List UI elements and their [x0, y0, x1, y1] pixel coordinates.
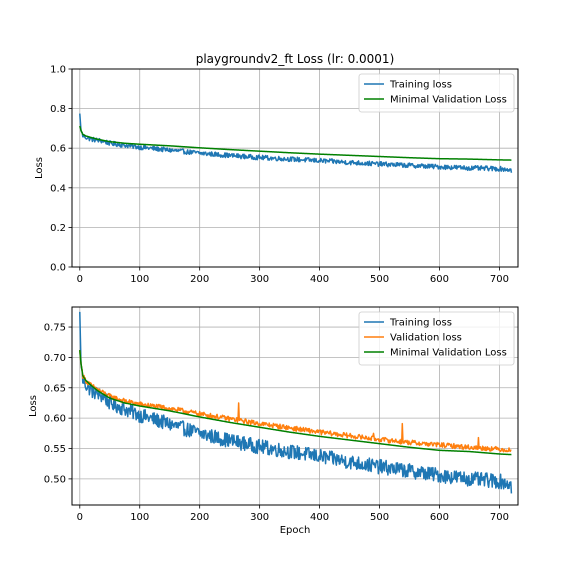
chart-top-series	[79, 113, 513, 173]
chart-bottom-ticks: 0 100 200 300 400 500 600 700 0.50 0.55 0.60 0.65 0.…	[44, 323, 509, 523]
x-tick-label: 500	[370, 512, 389, 523]
legend-box	[358, 311, 515, 366]
x-tick-label: 0	[77, 512, 83, 523]
y-tick-label: 0.50	[44, 474, 66, 485]
legend-label: Training loss	[389, 318, 452, 329]
x-tick-label: 700	[490, 512, 509, 523]
chart-bottom: 0 100 200 300 400 500 600 700 0.50 0.55 0.60 0.65 0.…	[28, 306, 519, 536]
legend-label: Training loss	[389, 80, 452, 91]
x-tick-label: 500	[370, 274, 389, 285]
series-line-minimal-validation-loss	[79, 125, 512, 161]
x-tick-label: 100	[130, 274, 149, 285]
chart-top-legend: Training loss Minimal Validation Loss	[358, 73, 515, 113]
series-line-validation-loss	[79, 350, 512, 453]
series-line-training-loss	[79, 311, 513, 494]
y-tick-label: 0.60	[44, 414, 66, 425]
series-line-training-loss	[79, 113, 513, 173]
chart-top-title: playgroundv2_ft Loss (lr: 0.0001)	[196, 52, 395, 66]
y-tick-label: 1.0	[50, 65, 66, 76]
y-tick-label: 0.0	[50, 263, 66, 274]
legend-label: Minimal Validation Loss	[390, 95, 507, 106]
chart-bottom-legend: Training loss Validation loss Minimal Vali…	[358, 311, 515, 366]
x-tick-label: 300	[250, 512, 269, 523]
chart-bottom-series	[79, 311, 513, 494]
chart-top: 0 100 200 300 400 500 600 700 0.0 0.2 0.4 0.6 0.8 1.0…	[34, 52, 519, 286]
x-tick-label: 200	[190, 512, 209, 523]
x-tick-label: 400	[310, 274, 329, 285]
legend-label: Validation loss	[390, 333, 462, 344]
chart-bottom-frame	[71, 306, 519, 506]
x-tick-label: 300	[250, 274, 269, 285]
x-tick-label: 200	[190, 274, 209, 285]
legend-box	[358, 73, 515, 113]
x-tick-label: 0	[77, 274, 83, 285]
chart-top-ticks: 0 100 200 300 400 500 600 700 0.0 0.2 0.4 0.6 0.8 1.0	[50, 65, 509, 286]
y-tick-label: 0.4	[50, 183, 66, 194]
chart-top-y-axis-label: Loss	[34, 157, 45, 179]
chart-top-frame	[71, 68, 519, 268]
y-tick-label: 0.6	[50, 144, 66, 155]
x-tick-label: 600	[430, 274, 449, 285]
series-line-minimal-validation-loss	[79, 350, 512, 456]
y-tick-label: 0.70	[44, 353, 66, 364]
y-tick-label: 0.55	[44, 444, 66, 455]
y-tick-label: 0.2	[50, 223, 66, 234]
chart-bottom-y-axis-label: Loss	[28, 395, 39, 417]
y-tick-label: 0.8	[50, 104, 66, 115]
legend-label: Minimal Validation Loss	[390, 348, 507, 359]
chart-bottom-x-axis-label: Epoch	[280, 525, 311, 536]
x-tick-label: 400	[310, 512, 329, 523]
y-tick-label: 0.75	[44, 323, 66, 334]
y-tick-label: 0.65	[44, 383, 66, 394]
x-tick-label: 600	[430, 512, 449, 523]
x-tick-label: 100	[130, 512, 149, 523]
x-tick-label: 700	[490, 274, 509, 285]
